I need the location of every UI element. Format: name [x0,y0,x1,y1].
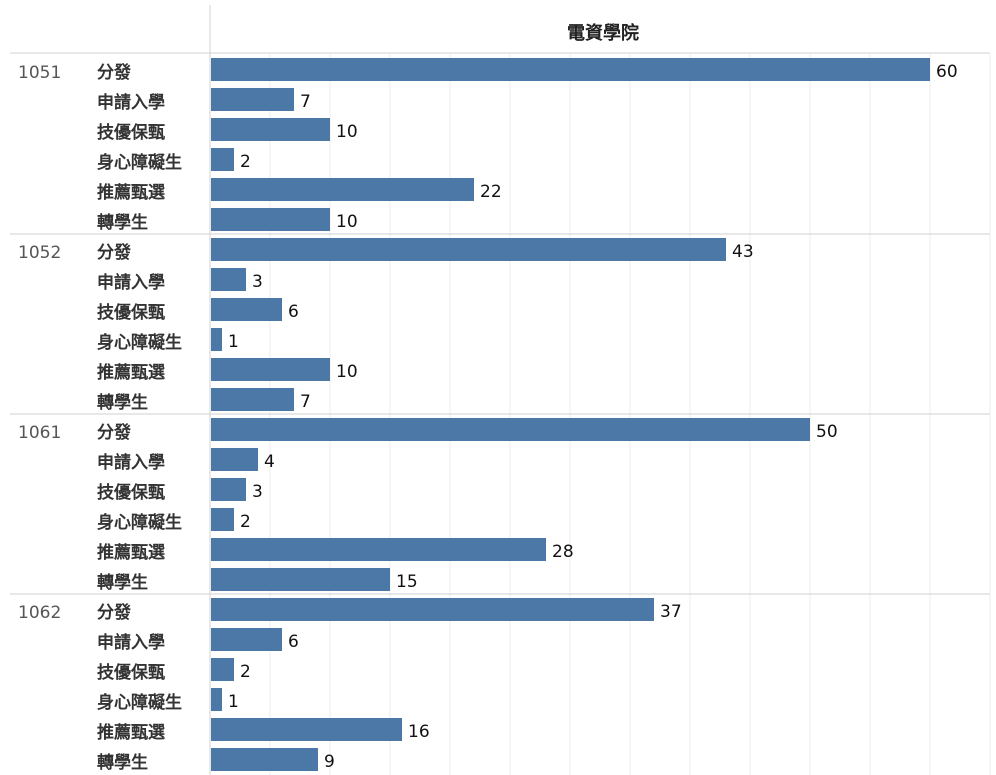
category-label: 分發 [97,602,131,623]
category-label: 技優保甄 [97,302,165,323]
category-label: 轉學生 [97,752,148,773]
bar [211,358,330,381]
category-label: 轉學生 [97,572,148,593]
data-label: 6 [288,632,299,652]
bar [211,58,930,81]
data-label: 4 [264,452,275,472]
data-label: 2 [240,152,251,172]
bar [211,688,222,711]
bar [211,448,258,471]
data-label: 7 [300,92,311,112]
bar [211,148,234,171]
data-label: 1 [228,332,239,352]
category-label: 申請入學 [97,92,165,113]
group-label: 1051 [18,63,61,83]
category-label: 轉學生 [97,212,148,233]
data-label: 2 [240,662,251,682]
category-label: 轉學生 [97,392,148,413]
data-label: 1 [228,692,239,712]
bar [211,658,234,681]
group-label: 1061 [18,423,61,443]
bar [211,478,246,501]
bar [211,118,330,141]
bar [211,178,474,201]
bar [211,538,546,561]
data-label: 15 [396,572,418,592]
data-label: 43 [732,242,754,262]
bar [211,88,294,111]
data-label: 3 [252,482,263,502]
data-label: 10 [336,362,358,382]
data-label: 50 [816,422,838,442]
chart-frame [10,5,990,775]
bar [211,508,234,531]
category-label: 身心障礙生 [97,152,182,173]
data-label: 9 [324,752,335,772]
data-label: 3 [252,272,263,292]
bar [211,388,294,411]
category-label: 申請入學 [97,632,165,653]
category-label: 推薦甄選 [97,542,165,563]
category-label: 技優保甄 [97,662,165,683]
data-label: 16 [408,722,430,742]
bar [211,238,726,261]
data-label: 6 [288,302,299,322]
data-label: 37 [660,602,682,622]
bar [211,418,810,441]
bar [211,598,654,621]
bar [211,208,330,231]
data-label: 7 [300,392,311,412]
group-label: 1052 [18,243,61,263]
bar [211,298,282,321]
category-label: 技優保甄 [97,122,165,143]
category-label: 身心障礙生 [97,512,182,533]
category-label: 分發 [97,422,131,443]
bar [211,268,246,291]
data-label: 28 [552,542,574,562]
category-label: 身心障礙生 [97,692,182,713]
category-label: 申請入學 [97,452,165,473]
bar [211,718,402,741]
data-label: 2 [240,512,251,532]
category-label: 分發 [97,62,131,83]
category-label: 技優保甄 [97,482,165,503]
data-label: 10 [336,122,358,142]
chart-title: 電資學院 [567,22,639,44]
bar [211,568,390,591]
bar [211,328,222,351]
category-label: 申請入學 [97,272,165,293]
bar [211,748,318,771]
bar [211,628,282,651]
category-label: 分發 [97,242,131,263]
category-label: 身心障礙生 [97,332,182,353]
data-label: 60 [936,62,958,82]
category-label: 推薦甄選 [97,362,165,383]
data-label: 10 [336,212,358,232]
group-label: 1062 [18,603,61,623]
data-label: 22 [480,182,502,202]
category-label: 推薦甄選 [97,722,165,743]
category-label: 推薦甄選 [97,182,165,203]
